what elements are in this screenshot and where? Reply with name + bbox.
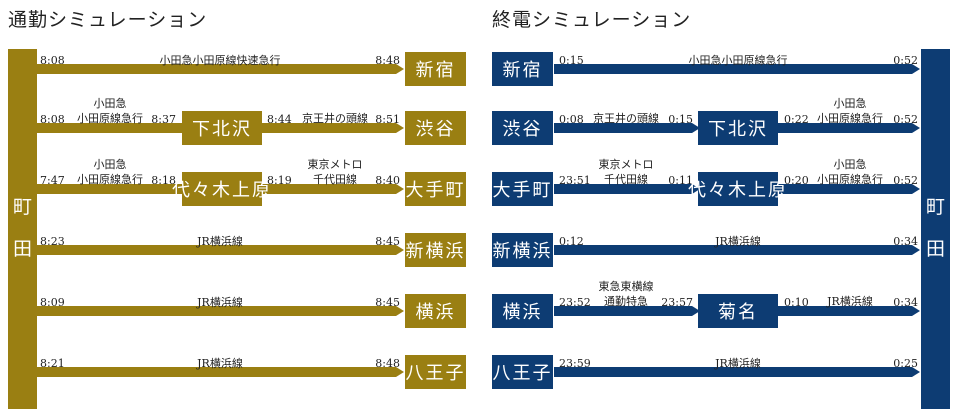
last-train-r2-time-dep: 0:08 <box>559 113 584 126</box>
last-train-r2-time-arr-transfer: 0:15 <box>668 113 693 126</box>
commute-r6-time-arr: 8:48 <box>375 357 400 370</box>
last-train-r3-time-dep: 23:51 <box>559 174 591 187</box>
commute-r3-time-dep-transfer: 8:19 <box>267 174 292 187</box>
commute-r6-dest-box: 八王子 <box>405 355 466 389</box>
commute-r4-arrow <box>37 245 404 255</box>
last-train-r3-transfer-box: 代々木上原 <box>688 172 786 206</box>
last-train-r3-line-1: 東京メトロ 千代田線 <box>598 158 654 186</box>
commute-r1-line: 小田急小田原線快速急行 <box>159 54 281 67</box>
last-train-r3-time-arr-transfer: 0:11 <box>668 174 693 187</box>
last-train-r6-dest-box: 八王子 <box>492 355 553 389</box>
last-train-r5-time-dep-transfer: 0:10 <box>784 296 809 309</box>
commute-r2-time-dep-transfer: 8:44 <box>267 113 292 126</box>
last-train-r6-arrow <box>554 367 920 377</box>
commute-r5-arrow <box>37 306 404 316</box>
commute-r4-dest-box: 新横浜 <box>405 233 466 267</box>
commute-r4-time-dep: 8:23 <box>40 235 65 248</box>
commute-r1-time-arr: 8:48 <box>375 54 400 67</box>
commute-r4-line: JR横浜線 <box>197 235 243 248</box>
last-train-r5-transfer-box: 菊名 <box>698 294 778 328</box>
last-train-r2-time-arr: 0:52 <box>893 113 918 126</box>
commute-title: 通勤シミュレーション <box>8 9 208 31</box>
commute-r3-arrow-2 <box>250 184 404 194</box>
commute-r3-time-arr: 8:40 <box>375 174 400 187</box>
commute-r6-time-dep: 8:21 <box>40 357 65 370</box>
commute-r2-time-arr-transfer: 8:37 <box>151 113 176 126</box>
last-train-r5-arrow-1 <box>554 306 700 316</box>
last-train-r5-time-arr-transfer: 23:57 <box>661 296 693 309</box>
last-train-r5-time-dep: 23:52 <box>559 296 591 309</box>
commute-r3-arrow-1 <box>37 184 196 194</box>
commute-r6-arrow <box>37 367 404 377</box>
last-train-r3-time-arr: 0:52 <box>893 174 918 187</box>
last-train-r4-line: JR横浜線 <box>715 235 761 248</box>
last-train-r5-dest-box: 横浜 <box>492 294 553 328</box>
commute-r3-transfer-box: 代々木上原 <box>172 172 270 206</box>
commute-r1-arrow <box>37 64 404 74</box>
last-train-origin-char-1: 町 <box>925 196 945 219</box>
last-train-r1-line: 小田急小田原線急行 <box>688 54 788 67</box>
commute-r5-time-dep: 8:09 <box>40 296 65 309</box>
last-train-r3-arrow-2 <box>775 184 920 194</box>
commute-origin-char-2: 田 <box>12 238 32 260</box>
commute-r2-transfer-box: 下北沢 <box>182 111 262 145</box>
commute-r2-line-1: 小田急 小田原線急行 <box>77 97 143 125</box>
commute-r2-arrow-2 <box>250 123 404 133</box>
last-train-r3-arrow-1 <box>554 184 700 194</box>
last-train-r4-dest-box: 新横浜 <box>492 233 553 267</box>
commute-r1-dest-box: 新宿 <box>405 52 466 86</box>
last-train-r6-line: JR横浜線 <box>715 357 761 370</box>
last-train-r2-arrow-1 <box>554 123 700 133</box>
last-train-r1-arrow <box>554 64 920 74</box>
last-train-r3-time-dep-transfer: 0:20 <box>784 174 809 187</box>
last-train-origin-char-2: 田 <box>925 238 945 260</box>
commute-r3-line-1: 小田急 小田原線急行 <box>77 158 143 186</box>
last-train-r4-time-arr: 0:34 <box>893 235 918 248</box>
commute-r5-line: JR横浜線 <box>197 296 243 309</box>
last-train-r4-time-dep: 0:12 <box>559 235 584 248</box>
last-train-r5-arrow-2 <box>775 306 920 316</box>
commute-origin-bar: 町 田 <box>8 49 37 409</box>
commute-r3-line-2: 東京メトロ 千代田線 <box>307 158 363 186</box>
commute-r2-time-arr: 8:51 <box>375 113 400 126</box>
last-train-origin-bar: 町 田 <box>921 49 950 409</box>
last-train-r3-dest-box: 大手町 <box>492 172 553 206</box>
last-train-r2-arrow-2 <box>775 123 920 133</box>
commute-r1-time-dep: 8:08 <box>40 54 65 67</box>
last-train-r5-time-arr: 0:34 <box>893 296 918 309</box>
last-train-r1-dest-box: 新宿 <box>492 52 553 86</box>
commute-origin-char-1: 町 <box>12 196 32 219</box>
last-train-r6-time-dep: 23:59 <box>559 357 591 370</box>
commute-r2-time-dep: 8:08 <box>40 113 65 126</box>
commute-r6-line: JR横浜線 <box>197 357 243 370</box>
commute-r2-arrow-1 <box>37 123 196 133</box>
last-train-r1-time-dep: 0:15 <box>559 54 584 67</box>
last-train-r2-time-dep-transfer: 0:22 <box>784 113 809 126</box>
commute-r5-dest-box: 横浜 <box>405 294 466 328</box>
last-train-r4-arrow <box>554 245 920 255</box>
last-train-r2-line-2: 小田急 小田原線急行 <box>817 97 883 125</box>
last-train-r2-line-1: 京王井の頭線 <box>593 112 659 125</box>
commute-r4-time-arr: 8:45 <box>375 235 400 248</box>
commute-r3-time-dep: 7:47 <box>40 174 65 187</box>
last-train-r1-time-arr: 0:52 <box>893 54 918 67</box>
last-train-r5-line-1: 東急東横線 通勤特急 <box>598 280 654 308</box>
commute-r3-time-arr-transfer: 8:18 <box>151 174 176 187</box>
last-train-r2-dest-box: 渋谷 <box>492 111 553 145</box>
last-train-r5-line-2: JR横浜線 <box>827 295 873 308</box>
commute-r2-dest-box: 渋谷 <box>405 111 466 145</box>
commute-r5-time-arr: 8:45 <box>375 296 400 309</box>
commute-r3-dest-box: 大手町 <box>405 172 466 206</box>
last-train-r2-transfer-box: 下北沢 <box>698 111 778 145</box>
commute-r2-line-2: 京王井の頭線 <box>302 112 368 125</box>
last-train-r3-line-2: 小田急 小田原線急行 <box>817 158 883 186</box>
last-train-title: 終電シミュレーション <box>492 9 692 31</box>
last-train-r6-time-arr: 0:25 <box>893 357 918 370</box>
